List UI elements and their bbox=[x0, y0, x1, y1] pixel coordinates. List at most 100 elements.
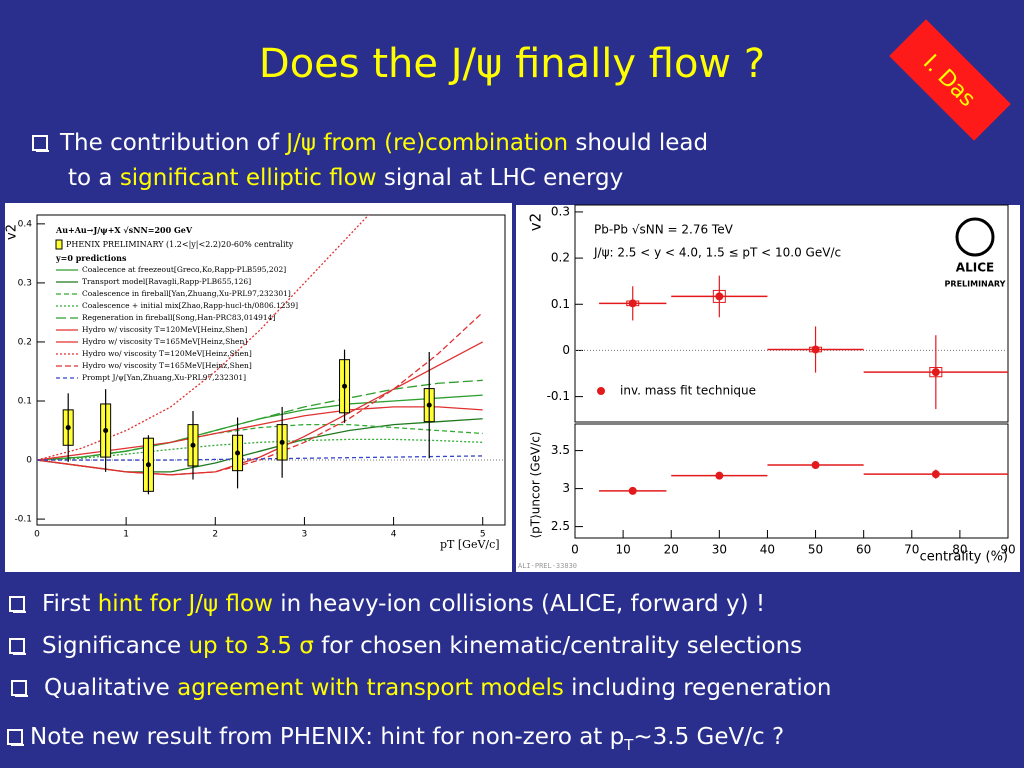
text-segment: agreement with transport models bbox=[177, 675, 564, 701]
x-tick-label: 2 bbox=[212, 530, 218, 540]
text-segment: should lead bbox=[568, 130, 708, 156]
text-segment: up to 3.5 σ bbox=[188, 633, 313, 659]
text-segment: hint for J/ψ flow bbox=[98, 591, 273, 617]
text-segment: Qualitative bbox=[44, 675, 177, 701]
bullet-text: First hint for J/ψ flow in heavy-ion col… bbox=[42, 591, 765, 617]
alice-logo bbox=[955, 217, 995, 257]
plot-frame bbox=[36, 214, 506, 526]
data-point bbox=[628, 486, 637, 495]
annotation: ALI-PREL-33830 bbox=[518, 562, 577, 570]
y-tick-label: 0 bbox=[562, 343, 570, 357]
bullet-text: to a significant elliptic flow signal at… bbox=[68, 165, 623, 191]
legend-entry: Coalescence in fireball[Yan,Zhuang,Xu-PR… bbox=[82, 289, 291, 298]
x-tick-label: 1 bbox=[123, 530, 129, 540]
text-segment: T bbox=[623, 736, 634, 754]
legend-entry: Coalecence at freezeout[Greco,Ko,Rapp-PL… bbox=[82, 265, 286, 274]
legend-entry: PHENIX PRELIMINARY (1.2<|y|<2.2)20-60% c… bbox=[66, 240, 294, 249]
annotation: PRELIMINARY bbox=[945, 280, 1006, 289]
plot-frame bbox=[574, 423, 1009, 539]
text-segment: Significance bbox=[42, 633, 188, 659]
slide-title: Does the J/ψ finally flow ? bbox=[259, 41, 765, 87]
data-point bbox=[426, 402, 432, 408]
y-tick-label: -0.1 bbox=[547, 389, 570, 403]
legend-entry: Regeneration in fireball[Song,Han-PRC83,… bbox=[82, 313, 275, 322]
text-segment: First bbox=[42, 591, 98, 617]
plot-frame bbox=[574, 204, 1009, 423]
text-segment: Note new result from PHENIX: hint for no… bbox=[30, 724, 624, 750]
x-tick-label: 3 bbox=[302, 530, 308, 540]
data-point bbox=[65, 425, 71, 431]
bullet-shadow bbox=[13, 611, 26, 613]
data-point bbox=[628, 299, 637, 308]
data-point bbox=[811, 345, 820, 354]
data-point bbox=[279, 439, 285, 445]
x-tick-label: 4 bbox=[391, 530, 397, 540]
y-tick-label: 0.3 bbox=[18, 278, 32, 288]
model-curve bbox=[37, 455, 483, 461]
x-tick-label: 20 bbox=[664, 543, 679, 557]
annotation: y=0 predictions bbox=[55, 253, 127, 263]
text-segment: for chosen kinematic/centrality selectio… bbox=[314, 633, 802, 659]
text-segment: signal at LHC energy bbox=[377, 165, 624, 191]
x-axis-label: pT [GeV/c] bbox=[440, 538, 500, 551]
x-tick-label: 80 bbox=[952, 543, 967, 557]
annotation: ALICE bbox=[956, 261, 994, 275]
data-point bbox=[931, 368, 940, 377]
x-tick-label: 0 bbox=[571, 543, 579, 557]
x-tick-label: 60 bbox=[856, 543, 871, 557]
y-tick-label: 0 bbox=[26, 456, 32, 466]
x-tick-label: 5 bbox=[480, 530, 486, 540]
x-tick-label: 0 bbox=[34, 530, 40, 540]
text-segment: The contribution of bbox=[59, 130, 286, 156]
model-curve bbox=[37, 379, 483, 461]
bullet-text: Note new result from PHENIX: hint for no… bbox=[30, 724, 784, 755]
y-tick-label: 3.5 bbox=[551, 443, 570, 457]
left-figure bbox=[5, 203, 512, 572]
bullet-shadow bbox=[11, 744, 24, 746]
model-curve bbox=[37, 311, 484, 476]
x-tick-label: 30 bbox=[712, 543, 727, 557]
y-tick-label: 0.4 bbox=[18, 219, 33, 229]
text-segment: to a bbox=[68, 165, 120, 191]
legend-entry: Hydro w/ viscosity T=120MeV[Heinz,Shen] bbox=[82, 325, 247, 334]
bullet-shadow bbox=[13, 653, 26, 655]
x-tick-label: 10 bbox=[615, 543, 630, 557]
legend-marker bbox=[55, 239, 63, 250]
bullet-text: The contribution of J/ψ from (re)combina… bbox=[59, 130, 708, 156]
bullet-shadow bbox=[36, 150, 49, 152]
bullet-text: Qualitative agreement with transport mod… bbox=[44, 675, 831, 701]
model-curve bbox=[37, 438, 483, 461]
legend-entry: Prompt J/ψ[Yan,Zhuang,Xu-PRL97,232301] bbox=[82, 373, 246, 382]
right-figure bbox=[516, 205, 1020, 572]
y-axis-label: v2 bbox=[5, 224, 20, 240]
annotation: J/ψ: 2.5 < y < 4.0, 1.5 ≤ pT < 10.0 GeV/… bbox=[593, 246, 841, 260]
legend-entry: Transport model[Ravagli,Rapp-PLB655,126] bbox=[82, 277, 251, 286]
y-tick-label: 3 bbox=[562, 481, 570, 495]
data-point bbox=[715, 471, 724, 480]
y-tick-label: 2.5 bbox=[551, 519, 570, 533]
tag-box bbox=[889, 19, 1011, 141]
data-point bbox=[811, 461, 820, 470]
y-tick-label: 0.2 bbox=[18, 337, 32, 347]
y-axis-label: v2 bbox=[527, 213, 545, 231]
y-tick-label: -0.1 bbox=[14, 515, 32, 525]
bullet-shadow bbox=[15, 695, 28, 697]
annotation: Pb-Pb √sNN = 2.76 TeV bbox=[594, 223, 734, 237]
data-point bbox=[931, 470, 940, 479]
text-segment: ~3.5 GeV/c ? bbox=[633, 724, 784, 750]
legend-entry: Hydro w/ viscosity T=165MeV[Heinz,Shen] bbox=[82, 337, 247, 346]
legend-entry: Hydro wo/ viscosity T=120MeV[Heinz,Shen] bbox=[82, 349, 252, 358]
data-point bbox=[235, 450, 241, 456]
model-curve bbox=[37, 406, 483, 461]
y-tick-label: 0.2 bbox=[551, 251, 570, 265]
text-segment: significant elliptic flow bbox=[120, 165, 377, 191]
x-tick-label: 90 bbox=[1000, 543, 1015, 557]
x-tick-label: 50 bbox=[808, 543, 823, 557]
legend-entry: Hydro wo/ viscosity T=165MeV[Heinz,Shen] bbox=[82, 361, 252, 370]
y-tick-label: 0.1 bbox=[551, 297, 570, 311]
data-point bbox=[103, 428, 109, 434]
y-tick-label: 0.3 bbox=[551, 204, 570, 218]
data-point bbox=[342, 383, 348, 389]
text-segment: J/ψ from (re)combination bbox=[284, 130, 568, 156]
